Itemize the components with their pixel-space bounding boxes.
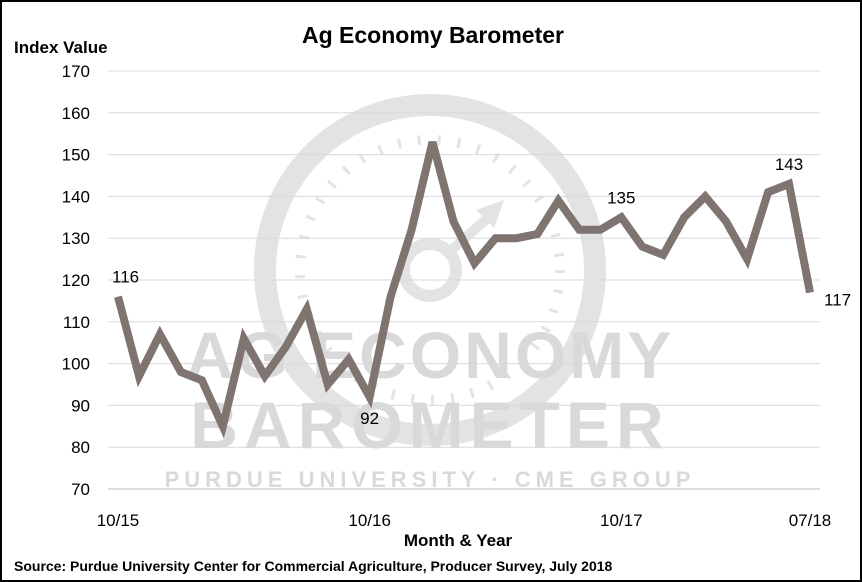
watermark-line2: BAROMETER [190,388,669,462]
series-line-0 [114,141,814,439]
chart-title: Ag Economy Barometer [302,22,564,48]
data-label-143: 143 [775,155,803,174]
watermark-gauge-hub [398,238,462,302]
watermark-gauge-ring [254,94,606,446]
watermark-line3: PURDUE UNIVERSITY · CME GROUP [165,467,696,492]
y-axis-ticks: 70 80 90 100 110 120 130 140 150 160 170 [62,62,90,499]
data-label-117: 117 [824,291,851,310]
y-tick-label-130: 130 [62,229,90,248]
x-axis-title: Month & Year [404,531,513,550]
x-axis-ticks: 10/15 10/16 10/17 07/18 [97,511,832,530]
x-tick-label-07-18: 07/18 [789,511,832,530]
y-tick-label-170: 170 [62,62,90,81]
y-tick-label-140: 140 [62,187,90,206]
data-label-92: 92 [360,409,379,428]
x-tick-label-10-15: 10/15 [97,511,140,530]
data-label-116: 116 [112,268,139,287]
y-tick-label-100: 100 [62,355,90,374]
source-note: Source: Purdue University Center for Com… [14,558,613,574]
y-axis-title: Index Value [14,38,108,57]
watermark-line1: AG ECONOMY [186,318,674,392]
y-tick-label-80: 80 [71,438,90,457]
y-tick-label-150: 150 [62,146,90,165]
x-tick-label-10-17: 10/17 [600,511,643,530]
y-tick-label-70: 70 [71,480,90,499]
x-tick-label-10-16: 10/16 [348,511,391,530]
y-tick-label-160: 160 [62,104,90,123]
y-tick-label-110: 110 [63,313,90,332]
gridlines [108,70,820,490]
watermark-gauge-dots [295,135,565,405]
watermark-gauge-needle [443,210,496,258]
data-labels: 116 92 135 143 117 [112,155,851,428]
y-tick-label-90: 90 [71,396,90,415]
data-label-135: 135 [607,188,635,207]
series-group [114,141,814,439]
y-tick-label-120: 120 [62,271,90,290]
watermark-gauge-arrowhead [476,200,504,228]
